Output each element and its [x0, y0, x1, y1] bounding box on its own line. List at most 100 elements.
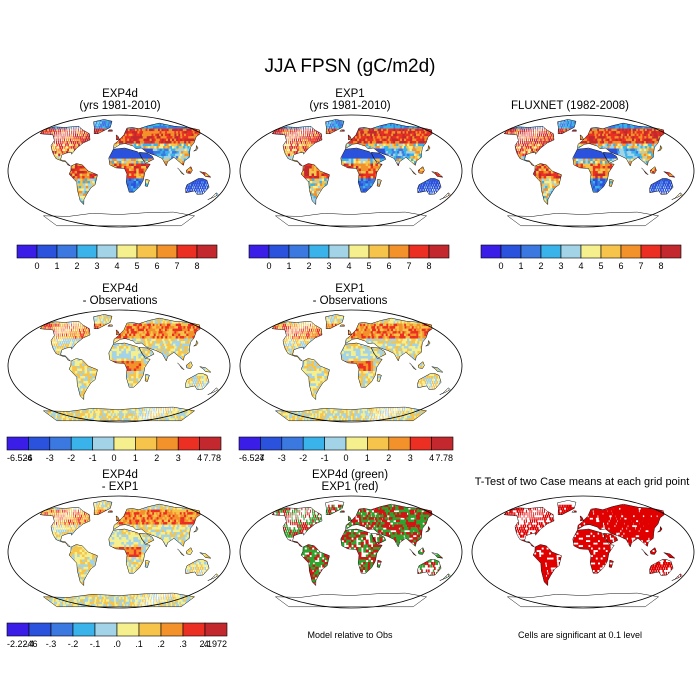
coastline-arabia — [370, 347, 387, 359]
map-green-red — [237, 494, 465, 610]
colorbar-tick-label: .1 — [135, 639, 143, 649]
coastline-new-zealand — [207, 192, 219, 200]
coastline-arabia — [602, 533, 619, 545]
colorbar-tick-label: 3 — [558, 261, 563, 271]
colorbar-tick-label: .4 — [201, 639, 209, 649]
colorbar-swatch — [328, 244, 350, 259]
colorbar-tick-label: -1 — [89, 453, 97, 463]
map-border — [7, 114, 231, 228]
map-exp1 — [237, 113, 465, 229]
colorbar-swatch — [6, 436, 29, 451]
colorbar-swatch — [94, 622, 118, 637]
map-svg — [471, 114, 695, 228]
coastline-madagascar — [144, 559, 150, 568]
coastline-new-zealand — [671, 192, 683, 200]
colorbar-tick-label: 4 — [197, 453, 202, 463]
panel-title-exp4d-exp1: EXP4d - EXP1 — [40, 469, 200, 493]
coastline-new-guinea — [663, 171, 676, 178]
colorbar-swatch — [182, 622, 206, 637]
colorbar-swatch — [408, 244, 430, 259]
colorbar-swatch — [36, 244, 58, 259]
coastline-japan — [193, 339, 199, 347]
coastline-north-america — [271, 320, 323, 362]
colorbar-tick-label: 4 — [346, 261, 351, 271]
colorbar-swatch — [160, 622, 184, 637]
coastline-greenland — [557, 119, 577, 134]
coastline-australia — [417, 559, 442, 576]
colorbar-swatch — [428, 244, 450, 259]
colorbar-swatch — [238, 436, 261, 451]
coastline-south-america — [300, 358, 330, 401]
colorbar-swatch — [92, 436, 115, 451]
colorbar-tick-label: 2 — [74, 261, 79, 271]
coastline-madagascar — [376, 559, 382, 568]
coastline-uk — [347, 515, 352, 522]
colorbar-tick-label: -.1 — [90, 639, 101, 649]
coastline-madagascar — [144, 178, 150, 187]
colorbar-swatch — [260, 436, 283, 451]
coastline-uk — [115, 515, 120, 522]
coastline-japan — [193, 144, 199, 152]
coastline-iceland — [339, 129, 345, 132]
colorbar-swatch — [138, 622, 162, 637]
coastline-madagascar — [376, 178, 382, 187]
coastline-arabia — [138, 347, 155, 359]
colorbar-tick-label: 3 — [94, 261, 99, 271]
colorbar-tick-label: .2 — [157, 639, 165, 649]
colorbar-exp4d: 0 1 2 3 4 5 6 7 8 — [15, 244, 219, 272]
colorbar-tick-label: 0 — [498, 261, 503, 271]
colorbar-swatch — [177, 436, 200, 451]
map-exp4d — [5, 113, 233, 229]
panel-title-green-red: EXP4d (green) EXP1 (red) — [270, 469, 430, 493]
colorbar-swatch — [367, 436, 390, 451]
colorbar-tick-label: 1 — [54, 261, 59, 271]
map-svg — [239, 114, 463, 228]
coastline-new-zealand — [439, 192, 451, 200]
colorbar-tick-label: 8 — [658, 261, 663, 271]
colorbar-tick-label: -6.526 — [7, 453, 33, 463]
colorbar-tick-label: 7 — [406, 261, 411, 271]
colorbar-svg: 0 1 2 3 4 5 6 7 8 — [248, 244, 450, 271]
coastline-new-guinea — [199, 366, 212, 373]
coastline-australia — [185, 559, 210, 576]
coastline-uk — [579, 515, 584, 522]
colorbar-swatch — [176, 244, 198, 259]
colorbar-swatch — [281, 436, 304, 451]
coastline-north-america — [39, 320, 91, 362]
colorbar-swatch — [204, 622, 228, 637]
coastline-eurasia — [345, 503, 433, 548]
colorbar-tick-label: 1 — [133, 453, 138, 463]
colorbar-swatch — [560, 244, 582, 259]
coastline-africa — [572, 147, 615, 193]
coastline-new-guinea — [199, 552, 212, 559]
coastline-sumatra — [641, 167, 649, 175]
coastline-south-america — [532, 544, 562, 587]
coastline-uk — [347, 134, 352, 141]
page-title: JJA FPSN (gC/m2d) — [0, 56, 700, 78]
coastline-eurasia — [113, 122, 201, 167]
coastline-new-guinea — [663, 552, 676, 559]
coastline-north-america — [503, 506, 555, 548]
coastline-borneo — [185, 166, 193, 174]
panel-title-fluxnet: FLUXNET (1982-2008) — [490, 100, 650, 112]
map-svg — [7, 114, 231, 228]
coastline-japan — [425, 144, 431, 152]
colorbar-swatch — [116, 622, 140, 637]
colorbar-tick-label: 1 — [518, 261, 523, 271]
coastline-greenland — [325, 314, 345, 329]
coastline-madagascar — [144, 373, 150, 382]
colorbar-svg: 0 1 2 3 4 5 6 7 8 — [16, 244, 218, 271]
coastline-antarctica — [506, 211, 660, 227]
coastline-antarctica — [274, 592, 428, 608]
colorbar-tick-label: 6 — [618, 261, 623, 271]
map-border — [471, 495, 695, 609]
colorbar-swatch — [28, 436, 51, 451]
colorbar-tick-label: 7.78 — [203, 453, 221, 463]
colorbar-tick-label: -4 — [256, 453, 264, 463]
coastline-australia — [417, 178, 442, 195]
colorbar-swatch — [76, 244, 98, 259]
colorbar-swatch — [640, 244, 662, 259]
colorbar-tick-label: 3 — [176, 453, 181, 463]
colorbar-tick-label: 5 — [134, 261, 139, 271]
map-exp4d-exp1 — [5, 494, 233, 610]
